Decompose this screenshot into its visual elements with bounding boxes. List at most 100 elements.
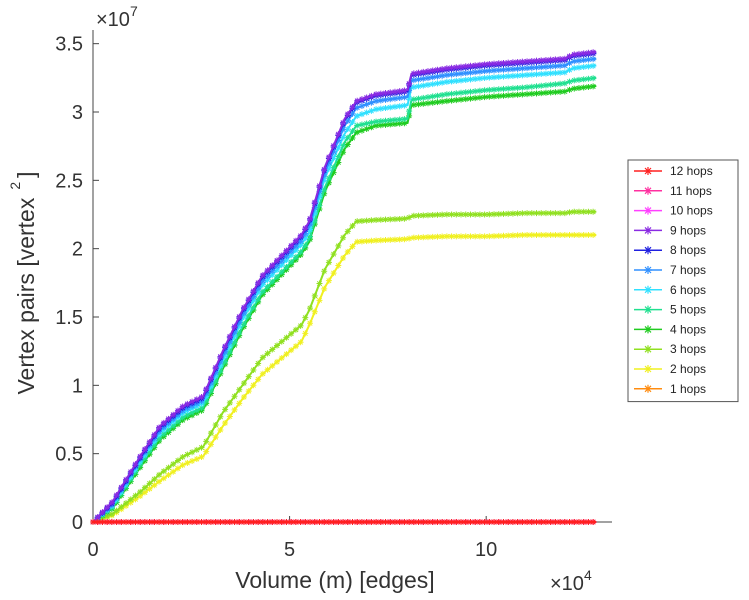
data-point: [410, 519, 417, 525]
data-point: [401, 519, 408, 525]
data-point: [528, 64, 535, 71]
data-point: [307, 226, 314, 233]
data-point: [429, 212, 436, 219]
data-point: [396, 120, 403, 127]
data-point: [377, 105, 384, 112]
data-point: [330, 270, 337, 277]
data-point: [264, 267, 271, 274]
data-point: [590, 49, 597, 56]
data-point: [269, 519, 276, 525]
data-point: [528, 57, 535, 64]
data-point: [340, 134, 347, 141]
data-point: [297, 249, 304, 256]
data-point: [141, 446, 148, 453]
data-point: [269, 346, 276, 353]
data-point: [316, 193, 323, 200]
data-point: [509, 72, 516, 79]
data-point: [344, 519, 351, 525]
data-point: [368, 119, 375, 126]
data-point: [325, 165, 332, 172]
data-point: [156, 471, 163, 478]
data-point: [250, 519, 257, 525]
data-point: [340, 149, 347, 156]
data-point: [104, 513, 111, 520]
data-point: [377, 122, 384, 129]
data-point: [184, 519, 191, 525]
data-point: [481, 74, 488, 81]
data-point: [363, 120, 370, 127]
data-point: [278, 257, 285, 264]
data-point: [566, 209, 573, 216]
data-point: [509, 232, 516, 239]
data-point: [226, 333, 233, 340]
data-point: [505, 519, 512, 525]
data-point: [538, 519, 545, 525]
data-point: [217, 358, 224, 365]
data-point: [443, 233, 450, 240]
data-point: [274, 342, 281, 349]
data-point: [123, 500, 130, 507]
data-point: [514, 232, 521, 239]
data-point: [170, 461, 177, 468]
data-point: [203, 386, 210, 393]
legend-box: [627, 159, 739, 403]
data-point: [325, 519, 332, 525]
data-point: [542, 89, 549, 96]
legend-entry: 9 hops: [634, 223, 706, 237]
data-point: [269, 362, 276, 369]
data-point: [424, 212, 431, 219]
y-tick-label: 1.5: [55, 307, 83, 329]
data-point: [358, 238, 365, 245]
data-point: [217, 353, 224, 360]
data-point: [448, 78, 455, 85]
data-point: [363, 125, 370, 132]
data-point: [354, 97, 361, 104]
data-point: [231, 333, 238, 340]
data-point: [443, 519, 450, 525]
data-point: [547, 89, 554, 96]
data-point: [519, 519, 526, 525]
data-point: [429, 67, 436, 74]
data-point: [193, 396, 200, 403]
data-point: [382, 121, 389, 128]
data-point: [179, 414, 186, 421]
data-point: [542, 519, 549, 525]
data-point: [453, 64, 460, 71]
data-point: [321, 519, 328, 525]
data-point: [292, 519, 299, 525]
data-point: [382, 105, 389, 112]
data-point: [325, 277, 332, 284]
data-point: [99, 509, 106, 516]
data-point: [222, 358, 229, 365]
legend-entry: 4 hops: [634, 322, 706, 336]
data-point: [561, 62, 568, 69]
data-point: [528, 210, 535, 217]
data-point: [443, 91, 450, 98]
data-point: [156, 435, 163, 442]
data-point: [349, 119, 356, 126]
legend-marker: [644, 266, 652, 274]
y-tick-label: 2: [72, 239, 83, 261]
data-point: [325, 154, 332, 161]
data-point: [104, 504, 111, 511]
data-point: [203, 397, 210, 404]
data-point: [528, 71, 535, 78]
data-point: [250, 304, 257, 311]
data-point: [349, 134, 356, 141]
data-point: [170, 411, 177, 418]
data-point: [207, 375, 214, 382]
data-point: [406, 108, 413, 115]
data-point: [406, 87, 413, 94]
data-point: [514, 210, 521, 217]
data-point: [141, 455, 148, 462]
data-point: [344, 228, 351, 235]
data-point: [387, 104, 394, 111]
data-point: [434, 73, 441, 80]
data-point: [358, 127, 365, 134]
data-point: [316, 202, 323, 209]
data-point: [222, 352, 229, 359]
data-point: [415, 69, 422, 76]
data-point: [486, 93, 493, 100]
data-point: [212, 372, 219, 379]
legend-label: 8 hops: [670, 243, 706, 257]
